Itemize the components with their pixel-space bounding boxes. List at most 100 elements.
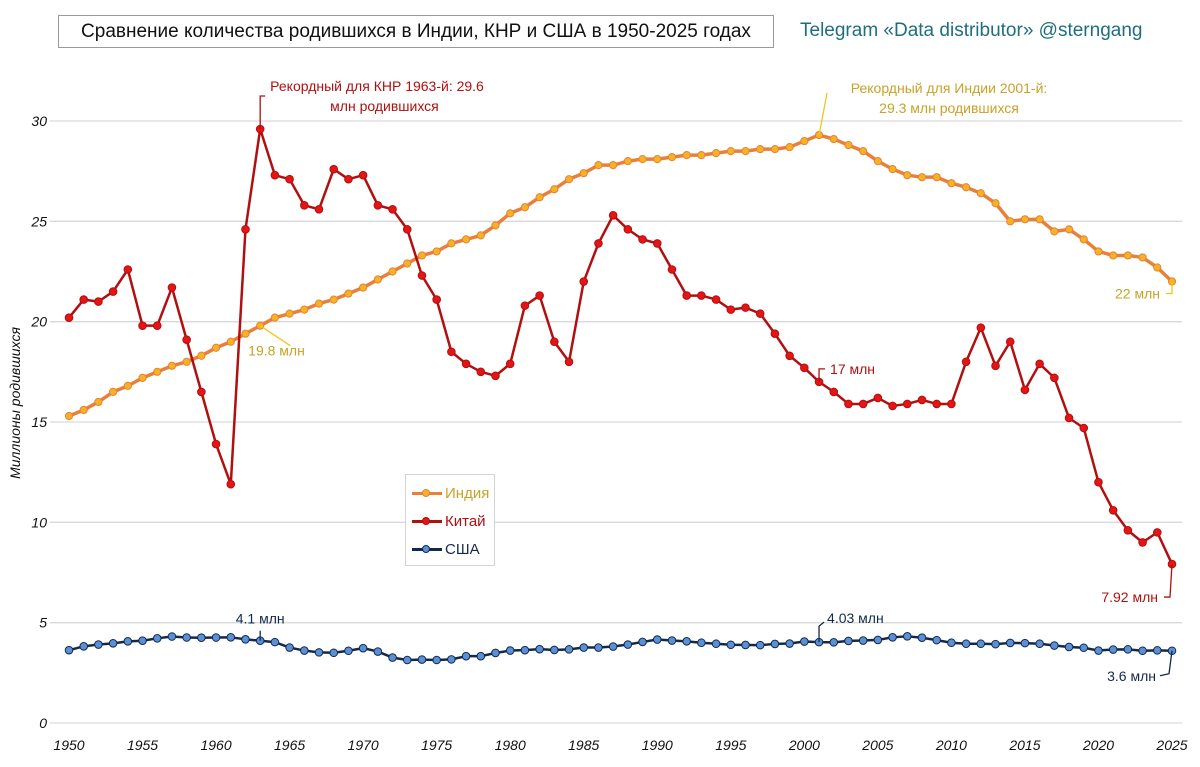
data-point-china xyxy=(138,321,147,330)
data-point-usa xyxy=(976,639,986,649)
data-point-usa xyxy=(94,640,103,649)
y-tick-label: 30 xyxy=(31,113,47,129)
data-point-usa xyxy=(417,655,427,664)
data-point-usa xyxy=(638,637,647,647)
annotation-label: Рекордный для КНР 1963-й: 29.6 xyxy=(270,78,484,94)
legend-line-china xyxy=(412,516,442,525)
data-point-usa xyxy=(564,645,574,654)
data-point-china xyxy=(167,283,177,292)
data-point-usa xyxy=(520,645,530,655)
data-point-usa xyxy=(844,636,853,646)
data-point-india xyxy=(682,151,691,160)
data-point-usa xyxy=(138,636,147,646)
annotation-china-2025: 7.92 млн xyxy=(1101,564,1173,605)
data-point-usa xyxy=(314,648,324,657)
data-point-india xyxy=(609,161,618,170)
data-point-china xyxy=(108,287,118,296)
data-point-india xyxy=(711,149,721,158)
data-point-china xyxy=(608,211,618,220)
annotation-leader-line xyxy=(1159,650,1173,677)
annotation-china-1963: Рекордный для КНР 1963-й: 29.6 млн родивш… xyxy=(259,78,484,130)
x-tick-label: 2000 xyxy=(788,737,820,753)
data-point-india xyxy=(1094,247,1103,256)
data-point-usa xyxy=(1079,643,1089,653)
annotation-leader-line xyxy=(259,95,266,130)
data-point-usa xyxy=(167,632,177,641)
data-point-china xyxy=(461,359,471,369)
data-point-india xyxy=(785,142,794,152)
data-point-china xyxy=(770,329,780,339)
data-point-china xyxy=(667,265,677,274)
data-point-usa xyxy=(373,647,383,656)
data-point-china xyxy=(197,387,206,397)
data-point-china xyxy=(447,347,456,357)
data-point-usa xyxy=(300,646,309,655)
data-point-china xyxy=(829,387,839,397)
annotation-india-1963: 19.8 млн xyxy=(248,325,305,359)
data-point-india xyxy=(182,357,191,366)
annotation-india-2025: 22 млн xyxy=(1115,281,1173,302)
data-point-usa xyxy=(623,640,633,649)
data-point-china xyxy=(844,399,853,409)
data-point-usa xyxy=(108,639,118,648)
data-point-china xyxy=(388,204,397,214)
data-point-india xyxy=(167,361,177,370)
data-point-india xyxy=(329,295,338,304)
data-point-usa xyxy=(402,655,412,665)
data-point-china xyxy=(520,301,530,310)
chart-title: Сравнение количества родившихся в Индии,… xyxy=(58,15,774,48)
data-point-china xyxy=(344,174,353,184)
data-point-india xyxy=(594,161,603,170)
data-point-china xyxy=(873,393,883,403)
data-point-india xyxy=(741,147,750,156)
data-point-usa xyxy=(505,646,515,655)
data-point-china xyxy=(432,295,441,304)
data-point-india xyxy=(403,259,412,268)
data-point-india xyxy=(697,151,706,160)
data-point-india xyxy=(1123,251,1132,260)
data-point-china xyxy=(1094,477,1103,487)
data-point-india xyxy=(241,329,250,338)
data-point-china xyxy=(152,321,162,330)
data-point-usa xyxy=(961,639,971,649)
gridlines xyxy=(50,120,1182,724)
data-point-usa xyxy=(152,634,162,643)
data-point-china xyxy=(932,399,941,409)
data-point-india xyxy=(917,173,927,182)
data-point-china xyxy=(1079,423,1089,433)
data-point-usa xyxy=(991,639,1000,649)
y-tick-label: 10 xyxy=(31,514,47,530)
legend-label-usa: США xyxy=(445,540,480,558)
data-point-india xyxy=(579,169,588,178)
data-point-india xyxy=(1153,263,1162,272)
y-tick-label: 5 xyxy=(39,615,47,631)
annotation-leader-line xyxy=(818,621,825,643)
data-point-usa xyxy=(476,651,486,661)
x-tick-label: 1975 xyxy=(421,737,452,753)
data-point-china xyxy=(79,295,89,304)
data-point-india xyxy=(1050,227,1059,236)
data-point-usa xyxy=(329,648,339,658)
data-point-usa xyxy=(432,655,441,665)
annotation-usa-2025: 3.6 млн xyxy=(1107,650,1173,684)
y-tick-label: 25 xyxy=(30,213,47,229)
annotation-leader-line xyxy=(818,368,826,382)
data-point-india xyxy=(359,283,368,292)
data-point-china xyxy=(1005,337,1015,347)
annotation-label: Рекордный для Индии 2001-й: xyxy=(851,80,1048,96)
data-point-china xyxy=(358,170,368,180)
data-point-china xyxy=(638,235,647,244)
series-line-china xyxy=(68,127,1174,565)
data-point-china xyxy=(182,335,191,345)
annotation-label-line2: 29.3 млн родившихся xyxy=(879,100,1019,116)
data-point-india xyxy=(991,199,1000,208)
data-point-usa xyxy=(1035,639,1044,649)
data-point-usa xyxy=(344,646,353,656)
data-point-usa xyxy=(682,637,691,646)
data-point-usa xyxy=(270,637,280,647)
data-point-china xyxy=(726,305,736,314)
y-tick-label: 15 xyxy=(31,414,47,430)
data-point-china xyxy=(226,479,236,489)
series-line-usa xyxy=(68,635,1173,662)
